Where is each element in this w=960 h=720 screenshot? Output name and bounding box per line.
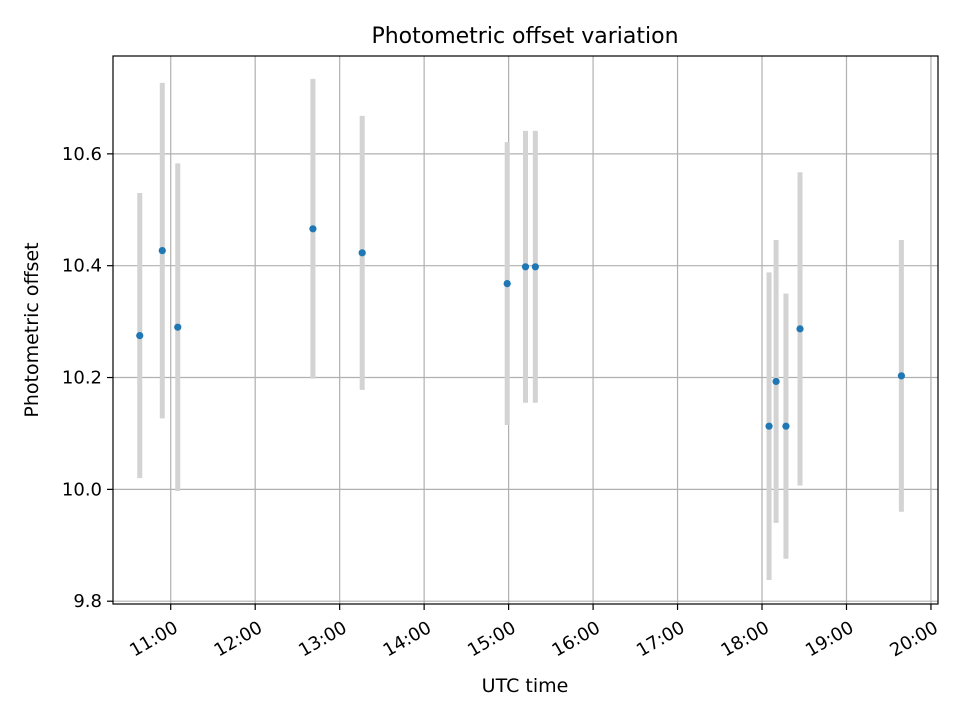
- x-tick-label: 11:00: [126, 617, 181, 661]
- x-tick-label: 20:00: [886, 617, 941, 661]
- x-tick-label: 12:00: [211, 617, 266, 661]
- plot-frame: [112, 55, 939, 605]
- y-axis-label: Photometric offset: [21, 242, 43, 417]
- data-point: [772, 377, 780, 386]
- x-tick-label: 18:00: [717, 617, 772, 661]
- x-tick-label: 17:00: [633, 617, 688, 661]
- data-point: [765, 422, 773, 430]
- y-tick-label: 10.6: [62, 144, 102, 165]
- data-point: [503, 279, 511, 288]
- data-point: [174, 323, 182, 331]
- y-tick-label: 10.0: [62, 479, 102, 500]
- data-point: [309, 225, 317, 233]
- x-tick-label: 16:00: [549, 617, 604, 661]
- data-point: [531, 263, 539, 271]
- y-tick-label: 10.4: [62, 256, 102, 277]
- chart-title: Photometric offset variation: [371, 24, 678, 49]
- x-axis-label: UTC time: [482, 675, 569, 697]
- data-point: [897, 372, 905, 380]
- data-point: [796, 325, 804, 333]
- x-axis-ticks: 11:00 12:00 13:00 14:00 15:00 16:00 17:00 18:00…: [126, 604, 942, 661]
- data-point: [158, 246, 166, 255]
- x-tick-label: 15:00: [464, 617, 519, 661]
- data-points: [136, 225, 905, 430]
- data-point: [358, 249, 366, 257]
- y-axis-ticks: 9.8 10.0 10.2 10.4 10.6: [62, 144, 113, 612]
- x-tick-label: 13:00: [295, 617, 350, 661]
- y-tick-label: 9.8: [73, 591, 102, 612]
- data-point: [521, 263, 530, 271]
- data-point: [782, 422, 790, 430]
- y-tick-label: 10.2: [62, 368, 102, 389]
- x-tick-label: 19:00: [802, 617, 857, 661]
- data-point: [136, 331, 144, 340]
- x-tick-label: 14:00: [380, 617, 435, 661]
